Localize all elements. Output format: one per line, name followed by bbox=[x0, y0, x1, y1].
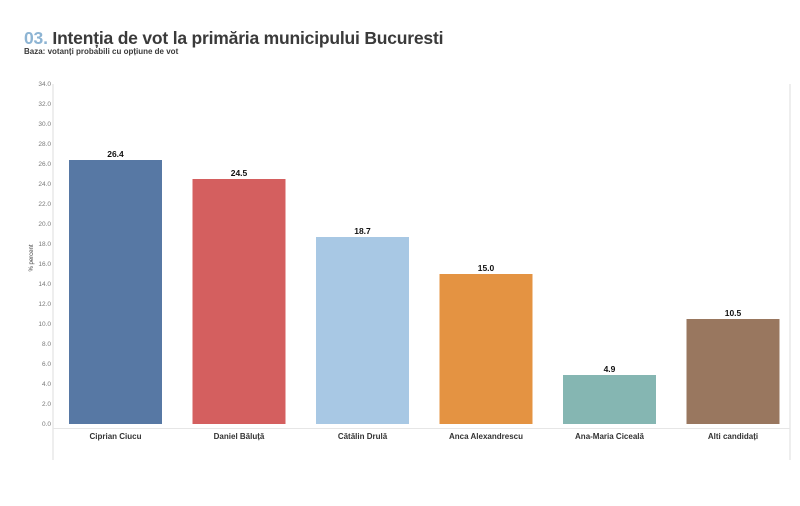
bar-5 bbox=[563, 375, 656, 424]
y-tick-label: 2.0 bbox=[42, 401, 51, 408]
y-axis-label: % percent bbox=[29, 244, 35, 271]
bar-4 bbox=[439, 274, 533, 424]
bar-6 bbox=[686, 319, 780, 424]
y-tick-label: 32.0 bbox=[38, 101, 51, 108]
category-label-5: Ana-Maria Ciceală bbox=[575, 432, 644, 441]
y-ticks: 0.0 2.0 4.0 6.0 8.0 10.0 12.0 14.0 16.0 18.0 20.0 2… bbox=[38, 81, 51, 428]
y-tick-label: 26.0 bbox=[38, 161, 51, 168]
category-label-3: Cătălin Drulă bbox=[338, 432, 388, 441]
page-subtitle: Baza: votanți probabili cu opțiune de vo… bbox=[24, 47, 179, 56]
bar-1 bbox=[69, 160, 162, 424]
data-label-6: 10.5 bbox=[725, 308, 742, 318]
data-label-2: 24.5 bbox=[231, 168, 248, 178]
y-tick-label: 12.0 bbox=[38, 301, 51, 308]
data-label-1: 26.4 bbox=[107, 149, 124, 159]
y-tick-label: 22.0 bbox=[38, 201, 51, 208]
category-label-2: Daniel Băluță bbox=[214, 432, 265, 441]
y-tick-label: 20.0 bbox=[38, 221, 51, 228]
data-label-4: 15.0 bbox=[478, 263, 495, 273]
y-tick-label: 6.0 bbox=[42, 361, 51, 368]
bars bbox=[69, 160, 780, 424]
y-tick-label: 16.0 bbox=[38, 261, 51, 268]
y-tick-label: 14.0 bbox=[38, 281, 51, 288]
y-tick-label: 28.0 bbox=[38, 141, 51, 148]
title-number: 03. bbox=[24, 28, 48, 48]
y-tick-label: 8.0 bbox=[42, 341, 51, 348]
y-tick-label: 30.0 bbox=[38, 121, 51, 128]
y-tick-label: 24.0 bbox=[38, 181, 51, 188]
bar-2 bbox=[192, 179, 286, 424]
title-text: Intenția de vot la primăria municipului … bbox=[52, 28, 444, 48]
category-label-1: Ciprian Ciucu bbox=[89, 432, 141, 441]
data-label-3: 18.7 bbox=[354, 226, 371, 236]
y-tick-label: 34.0 bbox=[38, 81, 51, 88]
page-title: 03. Intenția de vot la primăria municipu… bbox=[24, 28, 443, 49]
category-label-6: Alti candidați bbox=[708, 432, 758, 441]
data-label-5: 4.9 bbox=[604, 364, 616, 374]
bar-3 bbox=[316, 237, 409, 424]
y-tick-label: 0.0 bbox=[42, 421, 51, 428]
y-tick-label: 10.0 bbox=[38, 321, 51, 328]
y-tick-label: 4.0 bbox=[42, 381, 51, 388]
data-labels: 26.4 24.5 18.7 15.0 4.9 10.5 bbox=[107, 149, 741, 374]
category-label-4: Anca Alexandrescu bbox=[449, 432, 523, 441]
y-tick-label: 18.0 bbox=[38, 241, 51, 248]
category-labels: Ciprian Ciucu Daniel Băluță Cătălin Drulă A… bbox=[89, 432, 758, 441]
